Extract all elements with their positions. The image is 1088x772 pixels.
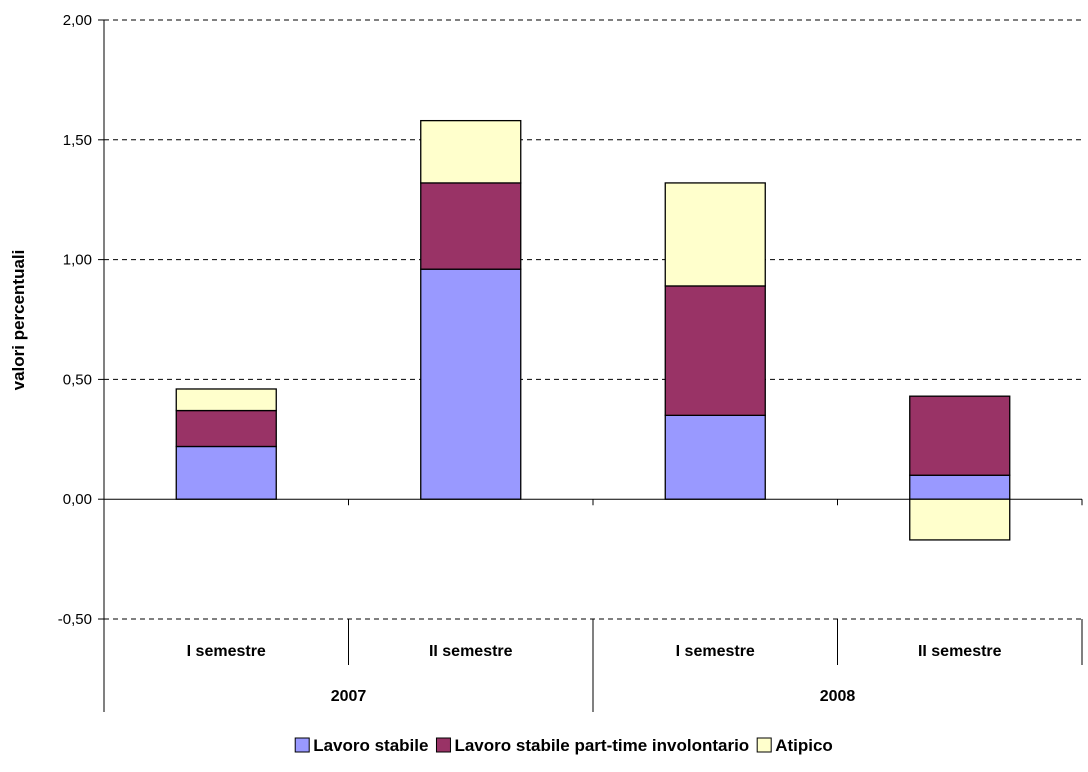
bar-segment (175, 409, 277, 448)
bar-segment (420, 182, 522, 270)
y-tick-label: 1,00 (63, 252, 92, 269)
bar-segment (909, 498, 1011, 541)
group-label: 2007 (331, 688, 367, 705)
bar-segment (420, 119, 522, 184)
category-label: II semestre (429, 643, 513, 660)
bar-segment (909, 474, 1011, 500)
legend-swatch (756, 737, 772, 753)
bar-segment (420, 268, 522, 500)
y-tick-label: -0,50 (58, 611, 92, 628)
category-label: II semestre (918, 643, 1002, 660)
bar-segment (664, 414, 766, 500)
y-tick-label: 0,50 (63, 371, 92, 388)
bar-segment (664, 285, 766, 416)
axes (98, 19, 1083, 712)
legend-label: Lavoro stabile (313, 736, 428, 755)
bar-segment (175, 445, 277, 500)
bar-segment (664, 182, 766, 287)
bar-segment (175, 388, 277, 412)
legend-label: Lavoro stabile part-time involontario (454, 736, 749, 755)
legend: Lavoro stabile Lavoro stabile part-time i… (294, 736, 833, 755)
y-tick-label: 1,50 (63, 132, 92, 149)
group-label: 2008 (820, 688, 856, 705)
y-axis-label: valori percentuali (9, 250, 28, 391)
bars (175, 119, 1011, 541)
legend-label: Atipico (775, 736, 833, 755)
y-tick-label: 2,00 (63, 12, 92, 29)
category-label: I semestre (187, 643, 266, 660)
legend-swatch (294, 737, 310, 753)
category-label: I semestre (676, 643, 755, 660)
bar-segment (909, 395, 1011, 476)
y-tick-label: 0,00 (63, 491, 92, 508)
axis-labels: 2,00 1,50 1,00 0,50 0,00 -0,50 I semestre II se… (58, 12, 1002, 705)
legend-swatch (435, 737, 451, 753)
